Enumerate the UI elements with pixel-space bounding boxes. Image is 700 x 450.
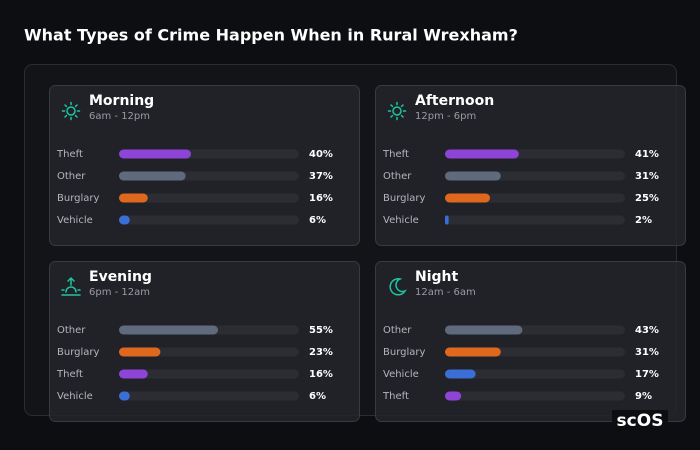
moon-icon: [389, 278, 407, 296]
category-label: Burglary: [57, 347, 99, 358]
category-label: Other: [57, 171, 86, 182]
bar: [119, 149, 191, 159]
panel-box: [375, 85, 686, 246]
category-label: Theft: [382, 149, 409, 160]
panel-title: Morning: [89, 93, 154, 109]
brand-box: [612, 410, 668, 432]
category-label: Vehicle: [57, 391, 93, 402]
category-label: Other: [383, 325, 412, 336]
category-label: Other: [383, 171, 412, 182]
panel-box: [49, 261, 360, 422]
panel-title: Afternoon: [415, 93, 494, 109]
bar: [445, 347, 501, 357]
value-label: 40%: [309, 149, 333, 160]
bar: [119, 347, 161, 357]
page-title: What Types of Crime Happen When in Rural…: [24, 26, 518, 45]
bar: [445, 193, 490, 203]
bar-track: [445, 369, 625, 379]
bar-track: [119, 369, 299, 379]
panel-subtitle: 6pm - 12am: [89, 287, 150, 298]
sunrise-icon: [61, 276, 81, 296]
sun-ray: [400, 104, 404, 108]
bar: [445, 391, 462, 401]
value-label: 17%: [635, 369, 659, 380]
value-label: 23%: [309, 347, 333, 358]
value-label: 6%: [309, 391, 326, 402]
category-label: Theft: [382, 391, 409, 402]
bar: [445, 215, 449, 225]
bar-track: [119, 347, 299, 357]
bar: [119, 325, 218, 335]
category-label: Burglary: [57, 193, 99, 204]
value-label: 55%: [309, 325, 333, 336]
sun-ray: [64, 114, 68, 118]
category-label: Other: [57, 325, 86, 336]
bar-track: [445, 193, 625, 203]
bar-track: [119, 193, 299, 203]
bar-track: [119, 391, 299, 401]
bar: [119, 369, 148, 379]
panel-subtitle: 12pm - 6pm: [415, 111, 476, 122]
category-label: Burglary: [383, 193, 425, 204]
category-label: Burglary: [383, 347, 425, 358]
panel-box: [49, 85, 360, 246]
panel: Afternoon 12pm - 6pm Theft 41% Other 31% Burgl…: [375, 85, 686, 246]
sun-ray: [74, 114, 78, 118]
panel-box: [375, 261, 686, 422]
bar: [445, 171, 501, 181]
sun-ray: [400, 114, 404, 118]
bar: [119, 171, 186, 181]
panel-subtitle: 6am - 12pm: [89, 111, 150, 122]
sun-ray: [390, 114, 394, 118]
panel: Night 12am - 6am Other 43% Burglary 31% Vehicl…: [375, 261, 686, 422]
bar-track: [119, 215, 299, 225]
sun-icon: [392, 106, 402, 116]
category-label: Theft: [56, 369, 83, 380]
category-label: Theft: [56, 149, 83, 160]
bar: [119, 215, 130, 225]
value-label: 2%: [635, 215, 652, 226]
panel-title: Night: [415, 269, 459, 285]
panels: Morning 6am - 12pm Theft 40% Other 37% Burglar…: [49, 85, 686, 422]
bar: [119, 193, 148, 203]
sun-ray: [64, 104, 68, 108]
brand: scOS: [617, 411, 664, 431]
panel: Evening 6pm - 12am Other 55% Burglary 23% Thef…: [49, 261, 360, 422]
value-label: 9%: [635, 391, 652, 402]
sun-ray: [74, 104, 78, 108]
value-label: 31%: [635, 347, 659, 358]
category-label: Vehicle: [383, 369, 419, 380]
bar-track: [445, 215, 625, 225]
bar-track: [445, 391, 625, 401]
value-label: 43%: [635, 325, 659, 336]
sun-ray: [390, 104, 394, 108]
panel-subtitle: 12am - 6am: [415, 287, 476, 298]
value-label: 41%: [635, 149, 659, 160]
bar: [445, 325, 523, 335]
value-label: 16%: [309, 369, 333, 380]
category-label: Vehicle: [57, 215, 93, 226]
value-label: 6%: [309, 215, 326, 226]
bar: [445, 369, 476, 379]
sun-icon: [66, 106, 76, 116]
panel-title: Evening: [89, 269, 152, 285]
value-label: 16%: [309, 193, 333, 204]
bar: [445, 149, 519, 159]
bar: [119, 391, 130, 401]
value-label: 31%: [635, 171, 659, 182]
value-label: 37%: [309, 171, 333, 182]
category-label: Vehicle: [383, 215, 419, 226]
panel: Morning 6am - 12pm Theft 40% Other 37% Burglar…: [49, 85, 360, 246]
value-label: 25%: [635, 193, 659, 204]
